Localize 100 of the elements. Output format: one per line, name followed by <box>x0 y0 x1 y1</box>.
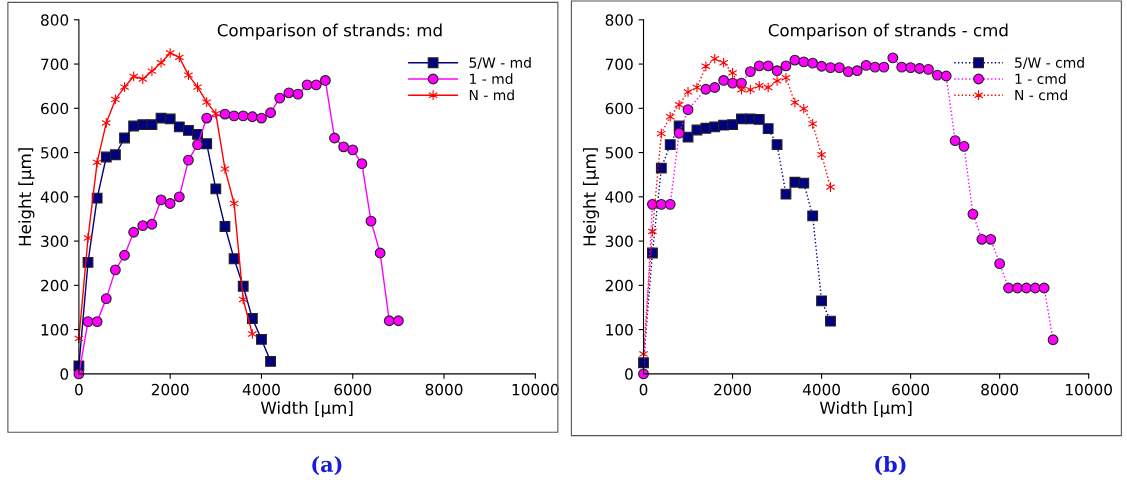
chart-title: Comparison of strands: md <box>217 23 442 40</box>
point <box>799 103 809 115</box>
point <box>1047 334 1059 346</box>
point <box>173 191 185 203</box>
x-tick-label: 6000 <box>892 383 930 396</box>
point <box>727 119 738 131</box>
point <box>237 110 249 122</box>
point <box>137 119 149 131</box>
point <box>682 104 694 116</box>
y-tick-label: 300 <box>41 235 69 248</box>
point <box>798 56 810 68</box>
point <box>246 111 258 123</box>
point <box>201 138 213 150</box>
point <box>789 54 801 66</box>
point <box>156 57 166 69</box>
y-tick-label: 400 <box>40 191 69 203</box>
point <box>807 57 819 69</box>
legend-label: N - md <box>469 89 514 101</box>
point <box>825 62 836 74</box>
point <box>109 264 121 276</box>
x-axis-title: Width [µm] <box>819 401 912 418</box>
point <box>967 208 979 220</box>
point <box>256 333 267 345</box>
y-axis-title: Height [µm] <box>18 148 35 246</box>
point <box>798 177 810 189</box>
point <box>164 113 176 125</box>
legend-label: N - cmd <box>1015 89 1067 101</box>
point <box>146 119 158 131</box>
point <box>816 60 827 72</box>
point <box>709 82 721 93</box>
legend-label: 1 - cmd <box>1015 73 1066 85</box>
point <box>780 188 792 200</box>
point <box>310 79 322 91</box>
x-tick-label: 0 <box>75 383 83 396</box>
y-tick-label: 0 <box>60 368 69 380</box>
point <box>736 77 747 89</box>
point <box>319 75 331 86</box>
point <box>700 83 712 95</box>
point <box>709 53 720 65</box>
point <box>183 125 194 136</box>
point <box>762 60 774 72</box>
y-tick-label: 500 <box>605 147 633 159</box>
point <box>718 75 730 86</box>
point <box>228 253 240 265</box>
point <box>816 295 827 307</box>
point <box>753 60 765 72</box>
point <box>338 141 350 153</box>
x-tick-label: 4000 <box>802 383 841 396</box>
point <box>292 88 304 100</box>
x-tick-label: 2000 <box>714 383 751 396</box>
y-tick-label: 100 <box>41 324 69 336</box>
point <box>301 79 313 91</box>
point <box>109 149 121 161</box>
y-tick-label: 600 <box>605 102 633 115</box>
point <box>745 84 756 96</box>
point <box>994 258 1006 270</box>
y-tick-label: 100 <box>606 324 633 336</box>
point <box>771 65 783 77</box>
point <box>265 107 277 119</box>
point <box>137 220 149 232</box>
x-tick-label: 8000 <box>981 383 1019 396</box>
point <box>173 121 185 133</box>
point <box>781 72 791 84</box>
legend-label: 5/W - cmd <box>1015 57 1084 69</box>
point <box>100 293 112 305</box>
y-tick-label: 200 <box>605 279 633 292</box>
point <box>155 194 167 206</box>
x-tick-label: 8000 <box>425 383 463 396</box>
point <box>638 368 649 380</box>
point <box>1003 282 1014 294</box>
point <box>923 63 934 75</box>
point <box>119 249 130 261</box>
point <box>985 233 997 245</box>
x-tick-label: 10000 <box>1066 383 1112 396</box>
y-tick-label: 700 <box>41 58 69 71</box>
point <box>869 61 881 73</box>
point <box>771 139 783 151</box>
point <box>958 140 970 152</box>
y-tick-label: 200 <box>41 279 69 292</box>
point <box>664 198 676 210</box>
x-tick-label: 4000 <box>242 383 280 396</box>
y-tick-label: 600 <box>41 102 69 115</box>
point <box>201 112 213 124</box>
point <box>283 87 295 99</box>
point <box>807 118 818 130</box>
point <box>647 225 658 237</box>
point <box>976 233 988 245</box>
point <box>772 75 782 87</box>
point <box>736 84 747 96</box>
point <box>718 57 729 69</box>
y-tick-label: 700 <box>605 58 633 71</box>
point <box>842 66 854 77</box>
point <box>374 247 386 259</box>
point <box>744 66 756 77</box>
legend-label: 5/W - md <box>469 57 531 69</box>
point <box>825 315 836 327</box>
point <box>673 127 685 139</box>
x-axis-title: Width [µm] <box>260 401 353 418</box>
point <box>165 47 175 59</box>
point <box>83 232 93 244</box>
